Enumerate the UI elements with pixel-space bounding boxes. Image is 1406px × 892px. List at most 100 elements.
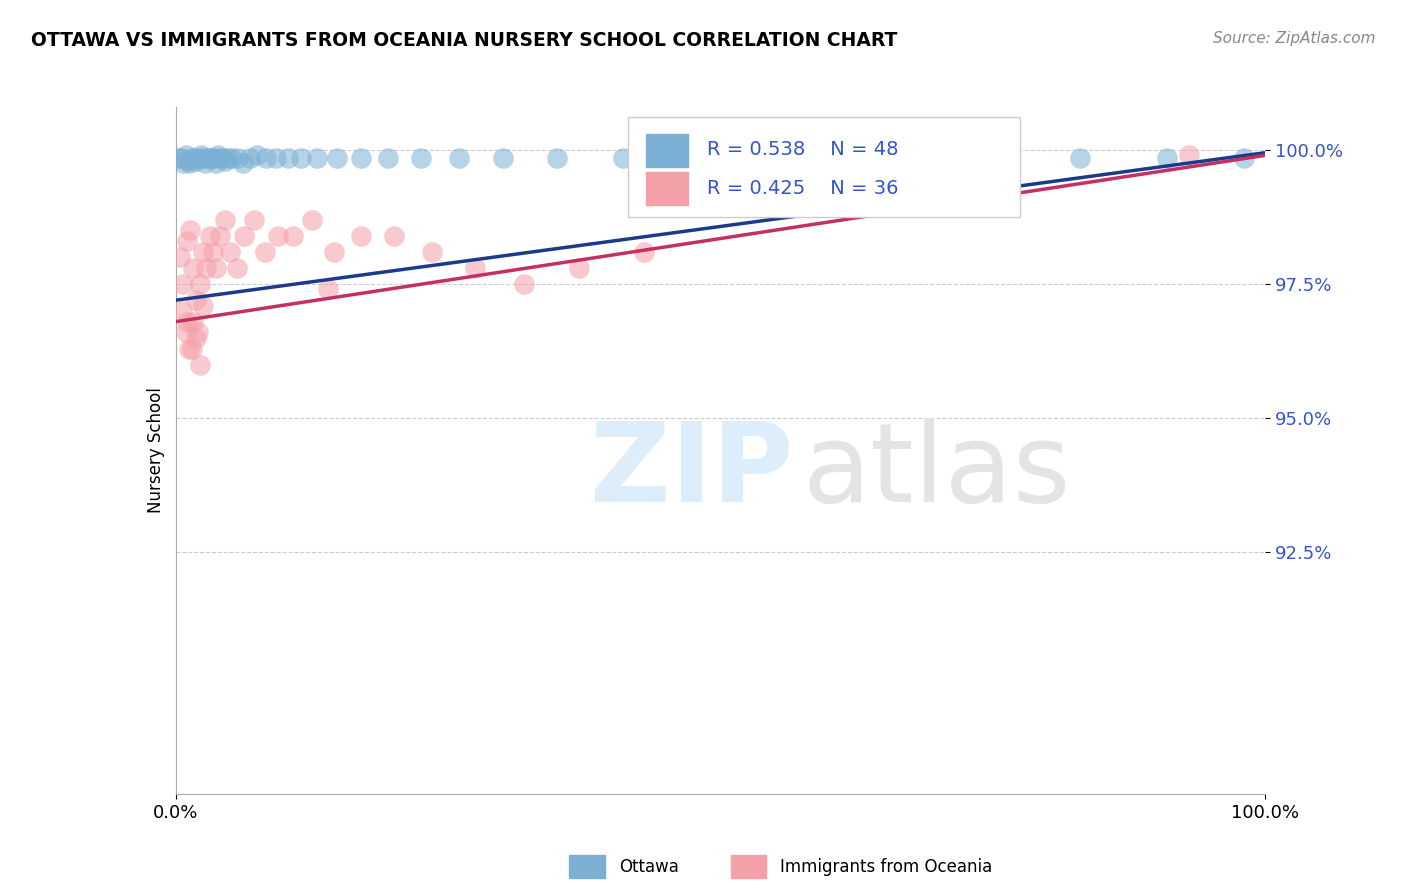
- Point: [246, 148, 269, 162]
- Point: [194, 156, 217, 170]
- Point: [198, 228, 221, 243]
- Point: [214, 212, 236, 227]
- Point: [177, 342, 200, 356]
- Point: [447, 151, 470, 165]
- Point: [167, 151, 190, 165]
- Point: [233, 228, 256, 243]
- Point: [1232, 151, 1256, 165]
- Point: [221, 151, 243, 165]
- FancyBboxPatch shape: [731, 855, 766, 878]
- Point: [970, 151, 993, 165]
- Point: [377, 151, 399, 165]
- Point: [873, 151, 896, 165]
- Point: [176, 315, 198, 329]
- Text: Ottawa: Ottawa: [619, 858, 679, 876]
- Point: [195, 260, 218, 275]
- Point: [179, 156, 201, 170]
- Point: [254, 151, 277, 165]
- Point: [225, 260, 247, 275]
- Point: [191, 151, 214, 165]
- Y-axis label: Nursery School: Nursery School: [146, 387, 165, 514]
- Text: Immigrants from Oceania: Immigrants from Oceania: [780, 858, 993, 876]
- Point: [201, 151, 224, 165]
- Point: [172, 277, 194, 292]
- Point: [174, 148, 197, 162]
- Point: [187, 151, 209, 165]
- Point: [568, 260, 591, 275]
- Text: Source: ZipAtlas.com: Source: ZipAtlas.com: [1212, 31, 1375, 46]
- Point: [186, 293, 208, 308]
- FancyBboxPatch shape: [647, 172, 688, 205]
- Point: [211, 151, 233, 165]
- Point: [190, 148, 212, 162]
- Point: [207, 148, 229, 162]
- Point: [205, 260, 228, 275]
- Point: [186, 326, 209, 340]
- FancyBboxPatch shape: [569, 855, 605, 878]
- Point: [350, 151, 373, 165]
- Point: [382, 228, 405, 243]
- Point: [174, 326, 197, 340]
- Point: [420, 244, 443, 259]
- Point: [191, 299, 214, 313]
- FancyBboxPatch shape: [647, 134, 688, 167]
- Point: [170, 151, 193, 165]
- Point: [181, 315, 204, 329]
- Point: [243, 212, 266, 227]
- Point: [226, 151, 249, 165]
- Text: R = 0.425    N = 36: R = 0.425 N = 36: [707, 179, 898, 198]
- Point: [195, 151, 218, 165]
- Point: [188, 358, 211, 372]
- Point: [209, 228, 232, 243]
- Point: [191, 244, 214, 259]
- Point: [326, 151, 349, 165]
- Point: [181, 342, 204, 356]
- Point: [322, 244, 344, 259]
- Point: [205, 156, 228, 170]
- Point: [176, 234, 198, 248]
- Point: [775, 151, 797, 165]
- Point: [290, 151, 312, 165]
- Point: [217, 151, 239, 165]
- Point: [188, 277, 211, 292]
- Point: [546, 151, 568, 165]
- Point: [209, 151, 232, 165]
- Point: [177, 153, 200, 168]
- Point: [186, 153, 208, 168]
- Point: [1178, 148, 1201, 162]
- Point: [239, 151, 262, 165]
- Point: [264, 151, 287, 165]
- Text: R = 0.538    N = 48: R = 0.538 N = 48: [707, 140, 898, 159]
- Point: [186, 331, 208, 345]
- FancyBboxPatch shape: [628, 118, 1021, 217]
- Text: OTTAWA VS IMMIGRANTS FROM OCEANIA NURSERY SCHOOL CORRELATION CHART: OTTAWA VS IMMIGRANTS FROM OCEANIA NURSER…: [31, 31, 897, 50]
- Point: [214, 153, 236, 168]
- Point: [409, 151, 432, 165]
- Point: [318, 283, 340, 297]
- Point: [201, 244, 224, 259]
- Point: [198, 151, 221, 165]
- Point: [633, 244, 655, 259]
- Point: [492, 151, 515, 165]
- Point: [267, 228, 290, 243]
- Point: [181, 260, 204, 275]
- Point: [301, 212, 323, 227]
- Point: [172, 156, 194, 170]
- Point: [219, 244, 242, 259]
- Point: [688, 151, 710, 165]
- Text: atlas: atlas: [803, 417, 1071, 524]
- Point: [612, 151, 634, 165]
- Point: [169, 250, 191, 264]
- Point: [464, 260, 486, 275]
- Point: [513, 277, 536, 292]
- Point: [277, 151, 299, 165]
- Point: [183, 151, 205, 165]
- Point: [202, 151, 225, 165]
- Point: [307, 151, 329, 165]
- Point: [232, 156, 254, 170]
- Point: [1069, 151, 1091, 165]
- Point: [172, 304, 194, 318]
- Point: [350, 228, 373, 243]
- Point: [283, 228, 305, 243]
- Text: ZIP: ZIP: [591, 417, 793, 524]
